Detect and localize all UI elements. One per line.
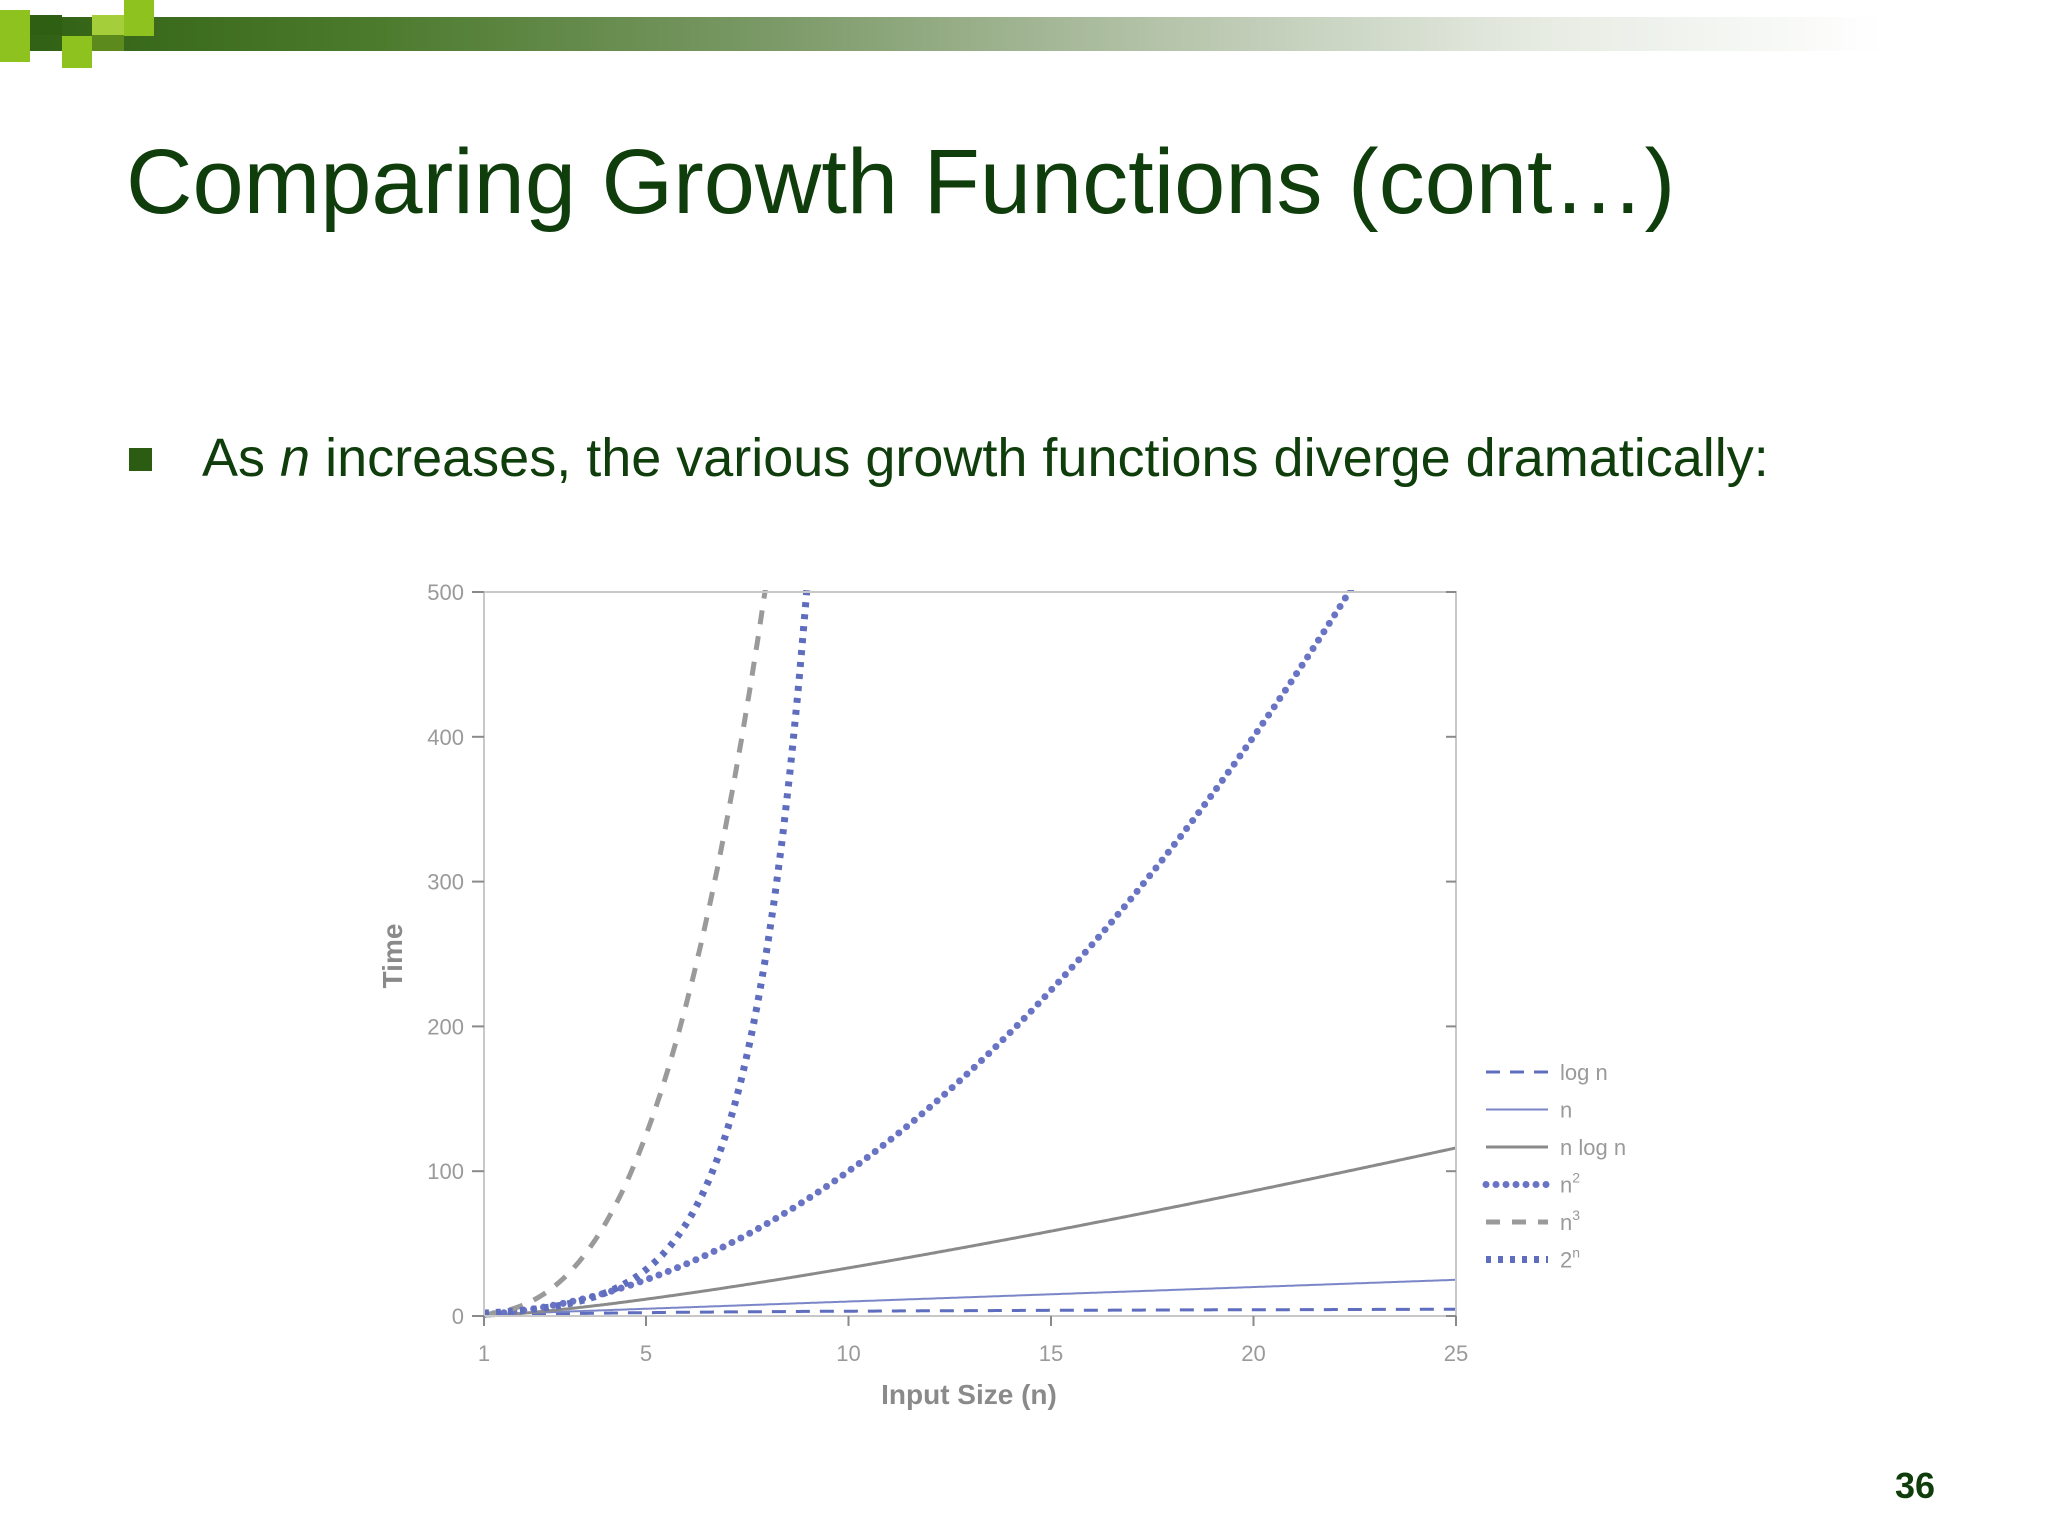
top-gradient-bar <box>0 17 2048 51</box>
y-axis-label: Time <box>377 924 408 989</box>
bullet-prefix: As <box>202 428 281 488</box>
legend-label: n2 <box>1560 1170 1580 1198</box>
y-tick-label: 300 <box>427 870 464 895</box>
x-tick-label: 15 <box>1039 1341 1063 1366</box>
legend-superscript: 3 <box>1572 1207 1580 1223</box>
series-line <box>484 1307 1456 1318</box>
decor-square-4 <box>92 15 124 35</box>
series-line <box>484 590 1355 1318</box>
decor-square-5 <box>124 0 154 36</box>
x-tick-label: 5 <box>640 1341 652 1366</box>
legend-superscript: n <box>1572 1245 1580 1261</box>
y-tick-label: 200 <box>427 1014 464 1039</box>
page-number: 36 <box>1895 1465 1936 1506</box>
decor-square-3 <box>62 36 92 68</box>
legend-superscript: 2 <box>1572 1170 1580 1186</box>
x-tick-label: 1 <box>478 1341 490 1366</box>
series-line <box>484 1278 1457 1316</box>
x-tick-label: 10 <box>836 1341 860 1366</box>
legend-label: 2n <box>1560 1245 1580 1273</box>
bullet-text: As n increases, the various growth funct… <box>202 427 1769 489</box>
x-axis-label: Input Size (n) <box>881 1379 1057 1410</box>
legend-label: n3 <box>1560 1207 1580 1235</box>
series-line <box>484 590 811 1317</box>
legend-label: n <box>1560 1098 1572 1123</box>
legend-label: n log n <box>1560 1135 1626 1160</box>
series-line <box>484 1146 1457 1318</box>
bullet-suffix: increases, the various growth functions … <box>310 428 1769 488</box>
slide-title: Comparing Growth Functions (cont…) <box>126 131 1676 233</box>
y-tick-label: 400 <box>427 725 464 750</box>
x-tick-label: 25 <box>1444 1341 1468 1366</box>
y-tick-label: 0 <box>452 1304 464 1329</box>
legend-label: log n <box>1560 1060 1608 1085</box>
y-tick-label: 500 <box>427 580 464 605</box>
series-line <box>484 590 768 1318</box>
x-tick-label: 20 <box>1241 1341 1265 1366</box>
plot-frame <box>483 591 1457 1317</box>
decor-square-2 <box>30 15 62 35</box>
decor-square-6 <box>92 35 124 51</box>
y-tick-label: 100 <box>427 1159 464 1184</box>
decor-square-1 <box>0 10 30 62</box>
bullet-variable: n <box>280 428 311 488</box>
bullet-marker <box>129 448 152 471</box>
